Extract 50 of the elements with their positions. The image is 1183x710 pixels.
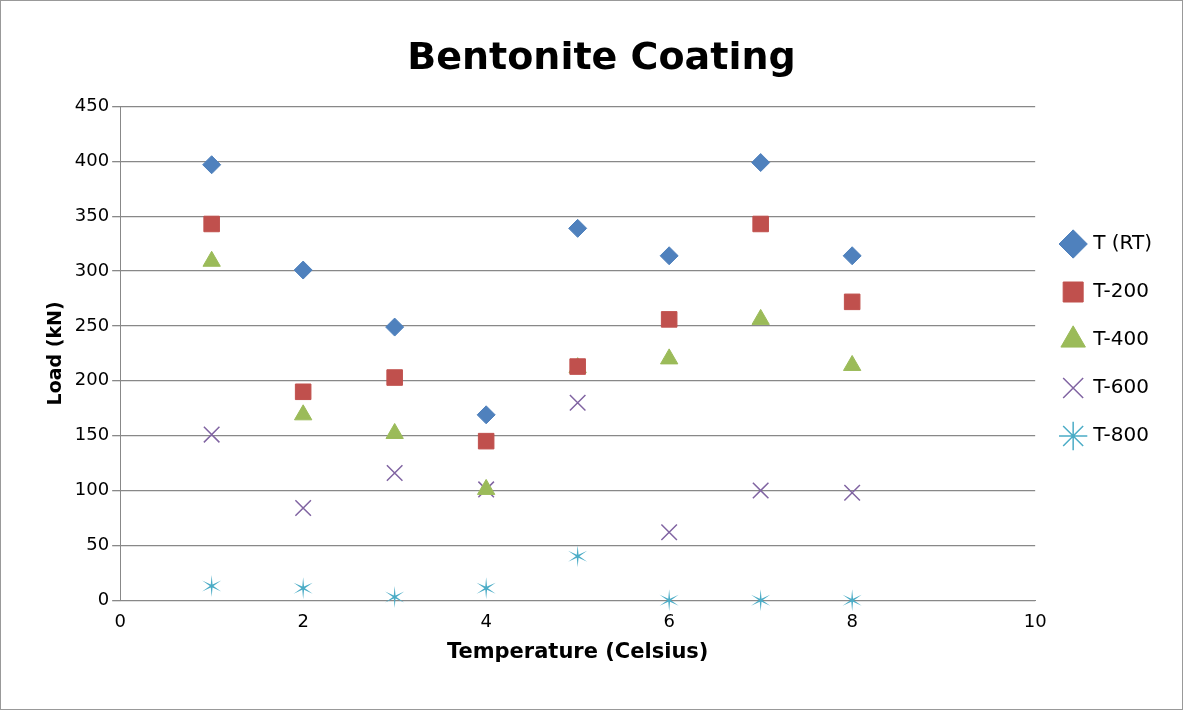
- point: [659, 246, 679, 266]
- legend-label: T-200: [1092, 278, 1149, 303]
- point: [843, 484, 861, 502]
- point: [385, 585, 405, 608]
- y-tick-label: 350: [74, 203, 110, 225]
- x-tick-label: 2: [297, 609, 309, 631]
- legend-label: T-800: [1092, 422, 1149, 447]
- point: [751, 589, 771, 612]
- y-tick-label: 250: [74, 313, 110, 335]
- point: [660, 311, 678, 328]
- point: [293, 260, 313, 280]
- x-axis-title: Temperature (Celsius): [446, 638, 709, 663]
- point: [569, 394, 587, 412]
- y-tick-label: 450: [74, 94, 110, 116]
- point: [751, 153, 771, 173]
- legend-label: T (RT): [1092, 230, 1153, 255]
- y-axis-title: Load (kN): [43, 301, 66, 406]
- point: [203, 426, 221, 444]
- point: [386, 369, 403, 386]
- point: [568, 545, 588, 568]
- point: [476, 405, 496, 425]
- x-tick-label: 4: [480, 609, 492, 631]
- point: [294, 499, 312, 517]
- point: [386, 464, 404, 482]
- point: [568, 218, 588, 238]
- chart-title: Bentonite Coating: [407, 33, 796, 78]
- y-tick-label: 400: [74, 149, 110, 171]
- point: [660, 523, 678, 541]
- y-tick-label: 50: [86, 533, 110, 555]
- x-tick-label: 8: [846, 609, 858, 631]
- x-tick-label: 6: [663, 609, 675, 631]
- legend-label: T-400: [1092, 326, 1149, 351]
- legend-label: T-600: [1092, 374, 1149, 399]
- point: [202, 574, 222, 597]
- point: [203, 215, 220, 233]
- y-tick-label: 150: [74, 423, 110, 445]
- y-tick-label: 0: [97, 587, 110, 609]
- x-tick-label: 0: [114, 609, 126, 631]
- y-tick-label: 100: [74, 478, 110, 500]
- point: [202, 155, 222, 175]
- point: [294, 383, 312, 401]
- point: [752, 481, 770, 500]
- y-tick-label: 200: [74, 368, 110, 390]
- point: [385, 317, 405, 337]
- x-tick-label: 10: [1023, 609, 1047, 631]
- y-tick-label: 300: [74, 258, 110, 280]
- point: [843, 293, 861, 311]
- point: [842, 246, 862, 266]
- point: [752, 215, 769, 233]
- point: [477, 432, 495, 450]
